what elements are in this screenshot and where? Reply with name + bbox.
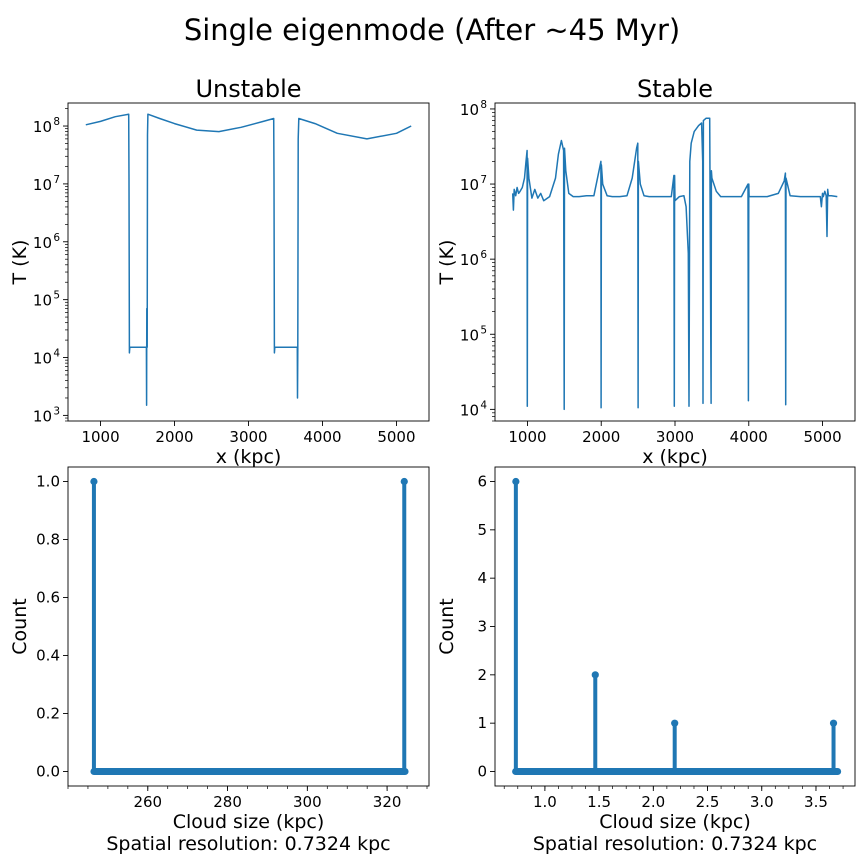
y-tick-label: 1.0 xyxy=(36,473,60,491)
chart-title: Stable xyxy=(637,75,713,103)
x-tick-label: 3.0 xyxy=(750,793,774,811)
x-tick-label: 1.0 xyxy=(533,793,557,811)
x-tick-label: 2.0 xyxy=(641,793,665,811)
y-tick-exponent: 4 xyxy=(53,348,60,360)
y-tick-label: 10 xyxy=(460,251,479,269)
temperature-line xyxy=(511,117,838,411)
x-tick-label: 280 xyxy=(213,793,242,811)
x-tick-label: 300 xyxy=(293,793,322,811)
x-tick-label: 260 xyxy=(133,793,162,811)
y-tick-label: 10 xyxy=(33,234,52,252)
x-tick-label: 4000 xyxy=(303,428,341,446)
x-tick-label: 3000 xyxy=(656,428,694,446)
y-tick-label: 0.0 xyxy=(36,763,60,781)
x-axis-label: x (kpc) xyxy=(642,446,708,468)
x-tick-label: 3000 xyxy=(229,428,267,446)
temperature-line xyxy=(85,113,412,406)
x-tick-label: 2000 xyxy=(155,428,193,446)
stem-marker xyxy=(591,671,599,679)
axes-frame xyxy=(494,102,856,422)
y-tick-label: 10 xyxy=(33,407,52,425)
y-tick-label: 5 xyxy=(477,521,487,539)
x-tick-label: 5000 xyxy=(803,428,841,446)
y-axis-label: Count xyxy=(9,598,31,654)
stem-marker xyxy=(90,477,98,486)
figure-suptitle: Single eigenmode (After ~45 Myr) xyxy=(184,13,680,47)
y-axis-label: T (K) xyxy=(9,240,31,286)
y-tick-label: 10 xyxy=(460,326,479,344)
y-tick-exponent: 5 xyxy=(480,324,487,336)
y-tick-label: 10 xyxy=(33,292,52,310)
y-tick-exponent: 7 xyxy=(53,174,60,186)
y-tick-label: 0.4 xyxy=(36,647,60,665)
plot-area xyxy=(90,477,409,775)
y-tick-label: 10 xyxy=(33,350,52,368)
plot-area xyxy=(511,117,838,411)
y-tick-label: 0 xyxy=(477,763,487,781)
y-tick-label: 4 xyxy=(477,569,487,587)
chart-title: Unstable xyxy=(195,75,301,103)
stem-marker xyxy=(829,719,838,727)
axes-frame xyxy=(494,466,856,787)
x-tick-label: 5000 xyxy=(377,428,415,446)
x-axis-label: Cloud size (kpc) xyxy=(173,811,325,833)
x-tick-label: 1.5 xyxy=(587,793,611,811)
x-tick-label: 4000 xyxy=(730,428,768,446)
y-tick-label: 10 xyxy=(460,176,479,194)
y-tick-exponent: 6 xyxy=(53,232,60,244)
plot-area xyxy=(512,477,842,775)
axes-frame xyxy=(67,102,430,422)
x-tick-label: 1000 xyxy=(81,428,119,446)
y-tick-exponent: 6 xyxy=(480,249,487,261)
y-tick-label: 10 xyxy=(33,118,52,136)
y-tick-label: 1 xyxy=(477,714,487,732)
x-tick-label: 320 xyxy=(373,793,402,811)
axes-frame xyxy=(67,466,430,787)
y-tick-label: 3 xyxy=(477,618,487,636)
chart-panel-p3: 260 280 300 320 0.0 0.2 0.4 0.6 0.8 1.0 Cloud size… xyxy=(9,466,430,855)
x-tick-label: 2000 xyxy=(582,428,620,446)
y-tick-label: 10 xyxy=(33,176,52,194)
stem-marker xyxy=(512,477,520,486)
stem-marker xyxy=(400,477,408,486)
y-tick-exponent: 8 xyxy=(480,99,487,111)
x-tick-label: 3.5 xyxy=(804,793,828,811)
x-tick-label: 1000 xyxy=(508,428,546,446)
y-tick-label: 0.2 xyxy=(36,705,60,723)
y-tick-label: 0.8 xyxy=(36,531,60,549)
y-tick-exponent: 5 xyxy=(53,290,60,302)
x-axis-label: Cloud size (kpc) xyxy=(599,811,751,833)
chart-panel-p4: 1.0 1.5 2.0 2.5 3.0 3.5 0 1 2 3 4 5 6 Cloud size (kpc… xyxy=(436,466,856,855)
y-tick-exponent: 8 xyxy=(53,116,60,128)
y-tick-exponent: 4 xyxy=(480,399,487,411)
y-axis-label: T (K) xyxy=(436,240,458,286)
y-tick-label: 2 xyxy=(477,666,487,684)
y-tick-exponent: 7 xyxy=(480,174,487,186)
x-tick-label: 2.5 xyxy=(696,793,720,811)
y-axis-label: Count xyxy=(436,598,458,654)
x-axis-sublabel: Spatial resolution: 0.7324 kpc xyxy=(533,833,817,855)
y-tick-label: 10 xyxy=(460,401,479,419)
y-tick-label: 6 xyxy=(477,473,487,491)
y-tick-label: 0.6 xyxy=(36,589,60,607)
x-axis-label: x (kpc) xyxy=(216,446,282,468)
y-tick-exponent: 3 xyxy=(53,405,60,417)
x-axis-sublabel: Spatial resolution: 0.7324 kpc xyxy=(106,833,390,855)
y-tick-label: 10 xyxy=(460,101,479,119)
stem-marker xyxy=(671,719,679,727)
plot-area xyxy=(85,113,412,406)
